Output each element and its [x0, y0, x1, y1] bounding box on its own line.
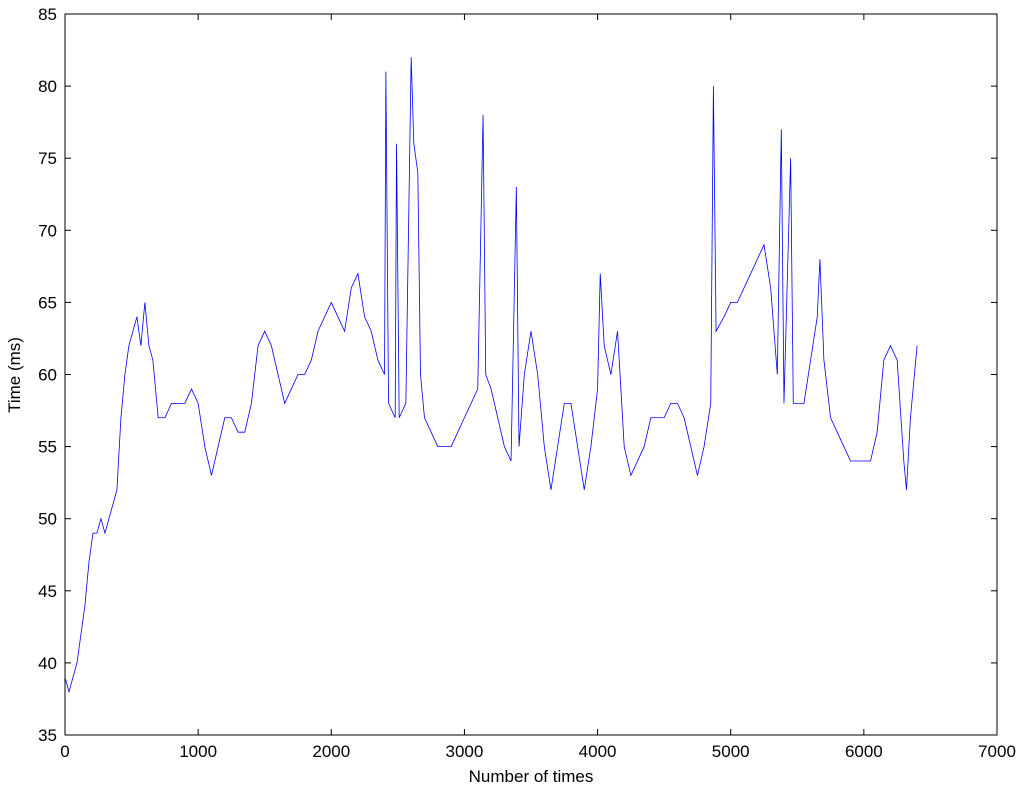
- x-tick-label: 3000: [446, 742, 484, 761]
- y-tick-label: 80: [38, 77, 57, 96]
- x-tick-label: 5000: [712, 742, 750, 761]
- data-line: [64, 57, 918, 694]
- x-tick-label: 4000: [579, 742, 617, 761]
- y-tick-label: 85: [38, 5, 57, 24]
- x-tick-label: 1000: [179, 742, 217, 761]
- x-tick-label: 2000: [312, 742, 350, 761]
- y-tick-label: 60: [38, 366, 57, 385]
- x-axis-label: Number of times: [469, 767, 594, 786]
- y-tick-label: 50: [38, 510, 57, 529]
- x-tick-label: 0: [60, 742, 69, 761]
- x-tick-label: 7000: [978, 742, 1016, 761]
- y-axis-label: Time (ms): [5, 337, 24, 413]
- y-tick-label: 45: [38, 582, 57, 601]
- y-tick-label: 35: [38, 726, 57, 745]
- y-tick-label: 55: [38, 438, 57, 457]
- y-tick-label: 40: [38, 654, 57, 673]
- y-tick-label: 75: [38, 149, 57, 168]
- y-tick-label: 70: [38, 221, 57, 240]
- x-tick-label: 6000: [845, 742, 883, 761]
- plot-frame: [64, 13, 998, 736]
- y-tick-label: 65: [38, 293, 57, 312]
